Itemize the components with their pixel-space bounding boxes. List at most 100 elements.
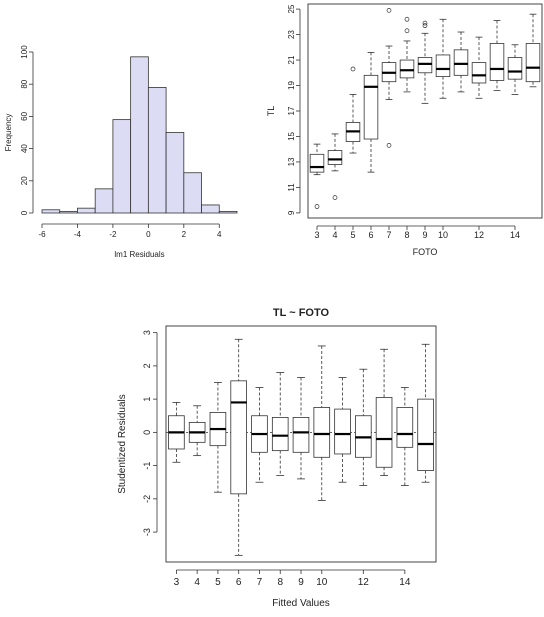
y-tick-label: 9 <box>287 210 296 215</box>
y-tick-label: 23 <box>287 30 296 39</box>
x-tick-label: 0 <box>146 230 151 239</box>
histogram-bar <box>94 188 114 214</box>
box-group <box>309 143 325 209</box>
box-group <box>355 368 372 486</box>
x-tick-label: 4 <box>217 230 222 239</box>
box-group <box>292 377 310 480</box>
box-group <box>345 66 361 154</box>
box-group <box>230 338 247 556</box>
histogram-bar <box>77 207 96 214</box>
x-tick-label: 3 <box>314 230 319 240</box>
x-tick-label: 6 <box>368 230 373 240</box>
x-tick-label: 3 <box>174 577 180 588</box>
box-group <box>435 18 451 99</box>
outlier-point <box>422 23 428 29</box>
box-iqr <box>489 43 505 81</box>
box-iqr <box>334 408 351 455</box>
outlier-point <box>404 16 410 22</box>
plot-frame <box>307 3 543 219</box>
box-iqr <box>230 380 247 495</box>
x-tick-label: 4 <box>194 577 200 588</box>
y-tick-label: 60 <box>20 111 29 120</box>
x-tick-label: 5 <box>350 230 355 240</box>
box-group <box>168 402 185 463</box>
box-group <box>363 52 379 173</box>
box-group <box>453 31 469 93</box>
box-iqr <box>327 150 343 165</box>
box-group <box>381 8 397 148</box>
x-tick-label: 2 <box>182 230 187 239</box>
outlier-point <box>350 66 356 72</box>
y-tick-label: 2 <box>142 363 152 368</box>
box-iqr <box>271 417 289 452</box>
box-group <box>525 13 541 88</box>
histogram-bar <box>165 132 185 214</box>
box-group <box>271 372 289 476</box>
y-tick-label: -2 <box>142 495 152 503</box>
box-group <box>313 345 331 501</box>
x-axis-label: lm1 Residuals <box>114 250 164 259</box>
y-tick-label: 1 <box>142 397 152 402</box>
box-iqr <box>396 407 414 448</box>
y-tick-label: 19 <box>287 81 296 90</box>
y-axis-label: Frequency <box>4 114 13 152</box>
x-tick-label: 6 <box>236 577 242 588</box>
box-iqr <box>309 153 325 173</box>
box-group <box>471 36 487 99</box>
box-group <box>209 382 227 493</box>
box-group <box>251 387 268 483</box>
y-axis-label: TL <box>266 106 276 117</box>
y-tick-label: 0 <box>20 210 29 215</box>
outlier-point <box>386 8 392 13</box>
box-iqr <box>525 43 541 83</box>
histogram-bar <box>183 172 202 214</box>
box-iqr <box>363 74 379 140</box>
x-tick-label: 7 <box>386 230 391 240</box>
histogram-bar <box>147 87 167 214</box>
box-group <box>327 133 343 200</box>
x-tick-label: 8 <box>404 230 409 240</box>
x-tick-label: 10 <box>438 230 448 240</box>
box-iqr <box>435 54 451 78</box>
histogram-bar <box>112 119 132 214</box>
y-tick-label: 40 <box>20 144 29 153</box>
y-tick-label: 0 <box>142 430 152 435</box>
box-iqr <box>417 398 434 471</box>
x-tick-label: 5 <box>215 577 221 588</box>
x-tick-label: -6 <box>38 230 46 239</box>
box-iqr <box>375 397 393 468</box>
x-tick-label: 12 <box>358 577 370 588</box>
x-tick-label: -4 <box>74 230 82 239</box>
x-axis-label: Fitted Values <box>272 598 330 609</box>
box-iqr <box>399 59 415 79</box>
y-tick-label: -1 <box>142 462 152 470</box>
x-axis-label: FOTO <box>413 247 438 257</box>
y-tick-label: 21 <box>287 55 296 64</box>
outlier-point <box>386 143 392 148</box>
x-tick-label: 7 <box>257 577 263 588</box>
y-tick-label: 25 <box>287 4 296 13</box>
x-tick-label: 9 <box>422 230 427 240</box>
y-tick-label: 17 <box>287 106 296 115</box>
outlier-point <box>404 28 410 34</box>
box-iqr <box>417 57 433 74</box>
box-group <box>396 387 414 486</box>
histogram-bar <box>201 204 220 214</box>
y-tick-label: 13 <box>287 157 296 166</box>
box-group <box>507 44 523 95</box>
y-tick-label: 3 <box>142 330 152 335</box>
y-tick-label: -3 <box>142 528 152 536</box>
y-axis-label: Studentized Residuals <box>117 394 128 494</box>
x-tick-label: -2 <box>109 230 117 239</box>
x-tick-label: 14 <box>399 577 411 588</box>
outlier-point <box>332 195 338 200</box>
box-iqr <box>471 62 487 84</box>
x-tick-label: 9 <box>298 577 304 588</box>
outlier-point <box>422 20 428 26</box>
box-group <box>417 343 434 483</box>
x-tick-label: 8 <box>277 577 283 588</box>
histogram-bar <box>218 210 238 214</box>
plot-frame <box>165 325 437 563</box>
